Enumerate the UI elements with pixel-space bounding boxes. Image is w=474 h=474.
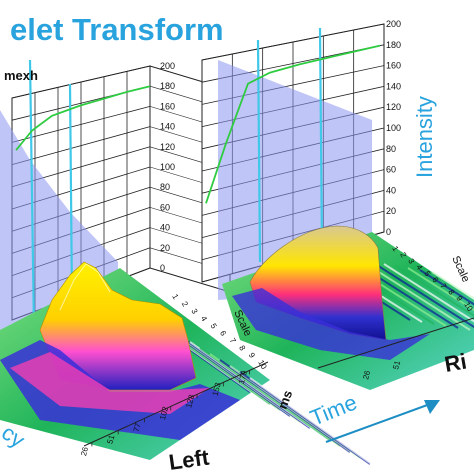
left-x-axis: 26 51 77 102 128 153 179 <box>79 369 251 457</box>
left-scale-tick-label: 3 <box>189 307 199 316</box>
right-y-tick-label: 0 <box>386 227 391 237</box>
ms-axis-unit: ms <box>275 388 296 411</box>
right-marker-line-1 <box>256 39 262 263</box>
left-peak-ridge <box>59 263 111 311</box>
right-scale-tick-label: 4 <box>414 263 424 272</box>
right-panel-label: Ri <box>443 348 469 376</box>
right-scale-tick-label: 9 <box>454 294 464 303</box>
left-scale-tick-label: 4 <box>199 315 209 324</box>
left-x-tick-label: 51 <box>105 433 116 444</box>
right-scale-tick-label: 8 <box>446 288 456 297</box>
right-scale-tick-label: 7 <box>438 282 448 291</box>
right-y-tick-label: 40 <box>386 185 396 195</box>
left-scale-tick-label: 6 <box>218 329 228 338</box>
right-scale-tick-label: 10 <box>462 301 474 314</box>
left-y-tick-label: 100 <box>160 162 175 172</box>
left-y-tick-label: 80 <box>160 182 170 192</box>
left-y-tick-label: 160 <box>160 101 175 111</box>
right-surface-stripe <box>431 271 474 300</box>
right-y-tick-label: 60 <box>386 165 396 175</box>
left-x-tick-label: 77 <box>132 421 143 432</box>
wavelet-name-label: mexh <box>4 68 38 83</box>
right-y-tick-label: 20 <box>386 206 396 216</box>
right-series-line <box>205 44 381 204</box>
left-x-tick-label: 102 <box>158 405 170 421</box>
right-surface-stripe <box>395 265 474 317</box>
left-y-tick-label: 40 <box>160 223 170 233</box>
left-scale-tick-label: 2 <box>180 300 190 309</box>
right-peak-skirt <box>232 288 430 360</box>
left-marker-line-2 <box>68 83 74 301</box>
left-y-axis: 0 20 40 60 80 100 120 140 160 180 200 <box>160 61 175 273</box>
right-surface-stripe <box>371 261 474 329</box>
left-panel-label: Left <box>167 444 211 474</box>
right-surface-peak <box>232 225 430 360</box>
left-scale-tick-label: 10 <box>256 359 269 372</box>
right-surface-stripe <box>419 269 474 306</box>
right-scale-tick-label: 5 <box>422 269 432 278</box>
left-scale-tick-label: 1 <box>170 293 180 302</box>
left-marker-line-1 <box>28 59 36 331</box>
left-scale-tick-label: 5 <box>208 322 218 331</box>
left-y-tick-label: 0 <box>160 263 165 273</box>
right-scale-tick-label: 6 <box>430 276 440 285</box>
right-x-axis: 26 51 <box>361 359 402 380</box>
right-y-tick-label: 80 <box>386 144 396 154</box>
time-arrow-shaft <box>325 403 431 443</box>
left-y-tick-label: 20 <box>160 243 170 253</box>
left-x-tick-label: 128 <box>184 393 196 409</box>
left-peak-skirt-magenta <box>10 352 210 414</box>
right-x-tick-label: 51 <box>391 359 402 370</box>
left-x-tick-label: 179 <box>237 369 249 385</box>
right-surface-stripe <box>383 263 474 323</box>
left-scale-tick-label: 7 <box>228 337 238 346</box>
left-y-tick-label: 180 <box>160 81 175 91</box>
time-label: Time <box>307 389 361 430</box>
left-scale-tick-label: 8 <box>237 344 247 353</box>
left-y-tick-label: 140 <box>160 122 175 132</box>
left-y-tick-label: 200 <box>160 61 175 71</box>
left-y-tick-label: 120 <box>160 142 175 152</box>
time-arrow-head-icon <box>424 400 440 414</box>
right-y-tick-label: 180 <box>386 40 401 50</box>
right-y-axis: 0 20 40 60 80 100 120 140 160 180 200 <box>386 19 401 237</box>
right-scale-tick-label: 2 <box>398 251 408 260</box>
left-x-tick-label: 153 <box>211 381 223 397</box>
right-scale-axis-title: Scale <box>449 254 472 284</box>
right-marker-line-2 <box>318 27 324 251</box>
right-y-tick-label: 100 <box>386 123 401 133</box>
left-series-line <box>15 85 151 151</box>
right-y-tick-label: 140 <box>386 81 401 91</box>
right-surface-stripe <box>407 267 474 312</box>
right-scale-tick-label: 3 <box>406 257 416 266</box>
figure-title: elet Transform <box>10 12 224 47</box>
right-y-tick-label: 160 <box>386 61 401 71</box>
left-side-grid-line <box>149 267 231 293</box>
left-x-tick-label: 26 <box>79 445 90 456</box>
left-y-tick-label: 60 <box>160 202 170 212</box>
right-scale-tick-label: 1 <box>390 245 400 254</box>
time-arrow <box>325 400 440 443</box>
right-y-tick-label: 120 <box>386 102 401 112</box>
right-x-tick-label: 26 <box>361 369 372 380</box>
left-surface-stripe <box>249 377 381 471</box>
right-y-tick-label: 200 <box>386 19 401 29</box>
left-scale-tick-label: 9 <box>247 351 257 360</box>
left-surface-peak <box>0 261 240 440</box>
intensity-label: Intensity <box>412 96 437 178</box>
left-x-axis-line <box>83 361 269 447</box>
right-x-axis-line <box>317 317 474 369</box>
